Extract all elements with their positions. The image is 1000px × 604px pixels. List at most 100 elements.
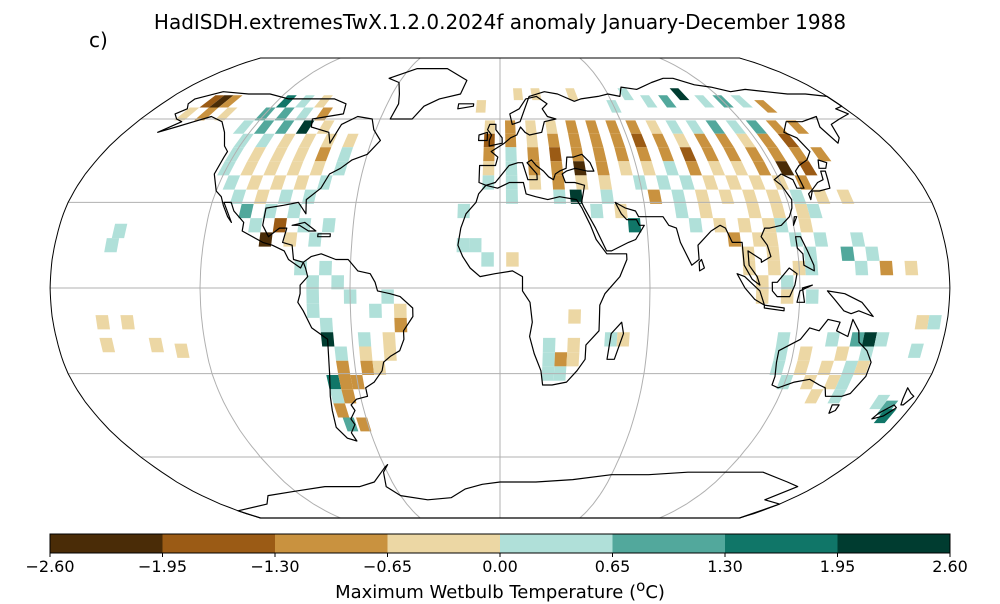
grid-cell [755,275,769,290]
coastline-cuba [291,221,317,232]
grid-cell [550,161,564,176]
grid-cell [482,161,495,176]
grid-cell [804,389,824,404]
grid-cell [336,360,351,375]
grid-cell [319,317,334,333]
grid-cell [625,120,642,134]
grid-cell [360,360,375,375]
grid-cell [688,218,703,233]
grid-cell [767,260,781,276]
grid-cell [253,189,270,204]
colorbar-tick-label: 1.95 [819,557,856,576]
grid-cell [319,260,332,276]
coastline-japan [808,170,831,201]
grid-cell [573,161,587,176]
grid-cell [879,260,894,276]
grid-cell [120,315,135,330]
grid-cell [232,120,255,134]
grid-cell [669,88,690,101]
grid-cell [342,417,359,432]
grid-cell [99,337,116,353]
grid-cell [297,218,312,233]
coastline-australia [771,318,872,397]
grid-cell [600,189,615,204]
grid-cell [294,95,315,108]
grid-cell [505,189,518,204]
grid-cell [505,161,518,176]
grid-cell [483,147,495,162]
grid-cell [269,175,287,190]
grid-cell [835,375,854,390]
grid-cell [730,95,753,108]
coastline-britain [487,123,503,147]
grid-cell [657,147,675,162]
coastline-taiwan [792,216,798,226]
grid-cell [526,133,539,148]
grid-cell [547,133,560,148]
grid-cell [104,238,120,253]
grid-cell [277,189,294,204]
grid-cell [662,161,679,176]
grid-cell [306,289,320,304]
grid-cell [294,107,314,121]
grid-cell [694,95,715,108]
coastline-south-america [297,253,414,442]
grid-cell [337,147,354,162]
coastline-tasmania [828,404,840,414]
grid-cell [605,120,621,134]
grid-cell [528,161,541,176]
grid-cell [640,95,658,108]
grid-cell [770,203,787,219]
grid-cell [904,260,919,276]
grid-cell [707,161,726,176]
coastline-antarctica [237,464,799,519]
grid-cell [276,133,296,148]
grid-cell [272,218,287,233]
grid-cell [804,260,819,276]
grid-cell [338,375,354,390]
grid-cell [647,189,663,204]
grid-cell [803,246,818,261]
grid-cell [714,133,734,148]
grid-cell [840,246,855,261]
grid-cell [748,175,766,190]
grid-cell [834,346,850,361]
grid-cell [841,360,859,375]
grid-cell [569,189,583,204]
grid-cell [263,161,281,176]
grid-cell [287,203,302,219]
grid-cell [298,133,317,148]
grid-cell [742,189,759,204]
colorbar-segment [725,534,838,553]
coastline-nz-south [871,404,897,420]
colorbar-label-suffix: C) [645,582,665,603]
grid-cell [812,189,831,204]
grid-cell [590,203,604,219]
coastline-north-america [157,91,381,269]
grid-cell [309,161,326,176]
grid-cell [542,337,556,353]
grid-cell [542,352,555,367]
colorbar-tick-label: 0.00 [482,557,518,576]
grid-cell [685,120,705,134]
grid-cell [383,346,397,361]
grid-cell [655,175,672,190]
grid-cell [598,175,613,190]
grid-cell [836,189,855,204]
grid-cell [914,315,930,330]
grid-cell [255,133,275,148]
grid-cell [240,161,259,176]
grid-cell [505,120,516,134]
coastline-africa [457,181,628,386]
grid-cell [566,352,580,367]
grid-cell [331,275,344,290]
colorbar-segment [50,534,163,553]
grid-cell [678,175,695,190]
anomaly-grid-cells [95,88,942,432]
grid-cell [849,332,865,347]
grid-cell [810,147,832,162]
grid-cell [797,346,813,361]
colorbar-segment [162,534,276,553]
colorbar-tick-label: −0.65 [362,557,413,576]
grid-cell [457,203,470,219]
